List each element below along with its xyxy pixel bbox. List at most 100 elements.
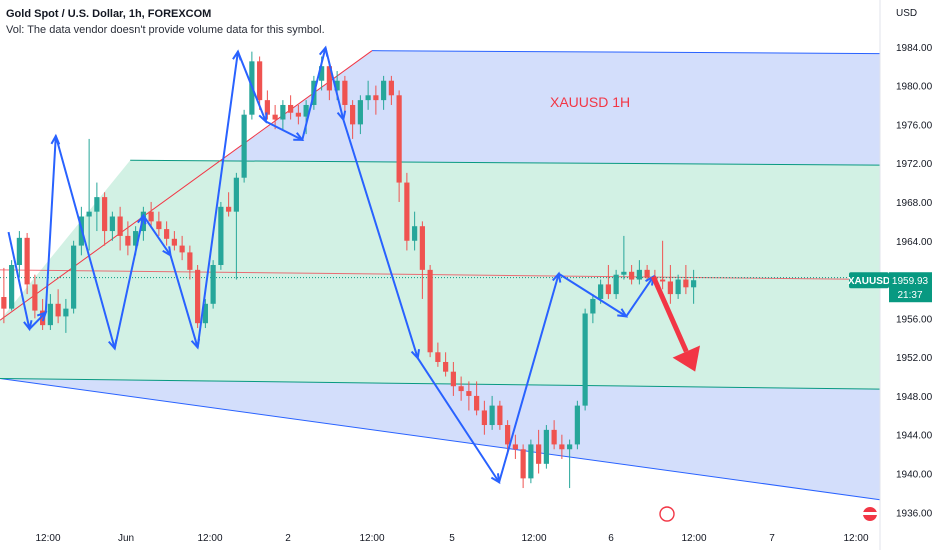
candle-body: [55, 303, 61, 317]
candle-body: [148, 211, 154, 222]
candle-body: [567, 444, 573, 450]
zigzag-arrowhead: [336, 110, 347, 122]
candle-body: [543, 429, 549, 464]
candle-body: [117, 216, 123, 236]
candle-body: [458, 386, 464, 392]
candle-body: [497, 405, 503, 426]
candle-body: [210, 265, 216, 304]
candle-body: [47, 303, 53, 326]
candle-body: [466, 391, 472, 396]
candle-body: [125, 235, 131, 246]
price-tag-countdown: 21:37: [897, 290, 922, 301]
price-tag-value: 1959.93: [892, 276, 929, 287]
candle-body: [179, 245, 185, 253]
price-tag: [889, 272, 932, 303]
us-flag-icon-stripe: [863, 512, 877, 515]
x-tick-label: 12:00: [843, 533, 868, 544]
zigzag-arrowhead: [36, 310, 48, 322]
candle-body: [218, 206, 224, 265]
candle-body: [233, 177, 239, 212]
x-tick-label: Jun: [118, 533, 134, 544]
candle-body: [264, 100, 270, 115]
candle-body: [334, 80, 340, 91]
zigzag-arrowhead: [318, 45, 329, 57]
candle-body: [551, 429, 557, 445]
x-tick-label: 7: [769, 533, 775, 544]
candle-body: [613, 274, 619, 295]
x-tick-label: 12:00: [521, 533, 546, 544]
zigzag-arrowhead: [552, 271, 562, 283]
candle-body: [303, 104, 309, 117]
candle-body: [342, 80, 348, 105]
candle-body: [133, 231, 139, 246]
candle-body: [675, 279, 681, 295]
channel-lower-line: [0, 377, 881, 501]
candle-body: [536, 444, 542, 464]
candle-body: [63, 308, 69, 317]
candle-body: [520, 449, 526, 479]
zigzag-arrowhead: [50, 133, 61, 145]
zigzag-arrowhead: [617, 308, 629, 318]
candle-body: [140, 211, 146, 232]
candle-body: [272, 114, 278, 120]
candle-body: [419, 226, 425, 270]
x-tick-label: 12:00: [681, 533, 706, 544]
candle-body: [590, 298, 596, 314]
candle-body: [450, 371, 456, 387]
y-tick-label: 1980.00: [896, 82, 932, 93]
candle-body: [427, 269, 433, 353]
channel-mid-upper-line: [130, 159, 881, 166]
time-axis-panel: [0, 522, 880, 550]
y-tick-label: 1948.00: [896, 392, 932, 403]
candle-body: [644, 269, 650, 278]
candle-body: [559, 444, 565, 450]
forecast-arrow-shaft: [651, 275, 689, 353]
candle-body: [288, 104, 294, 113]
candle-body: [202, 303, 208, 324]
x-tick-label: 6: [608, 533, 614, 544]
candle-body: [388, 80, 394, 96]
candle-body: [435, 352, 441, 362]
candle-body: [9, 265, 15, 309]
candle-body: [32, 284, 38, 311]
candle-body: [226, 206, 232, 212]
zigzag-arrowhead: [258, 112, 268, 124]
candle-body: [295, 112, 301, 117]
zigzag-arrowhead: [293, 132, 305, 141]
candle-body: [350, 104, 356, 125]
candle-body: [319, 66, 325, 81]
symbol-title: Gold Spot / U.S. Dollar, 1h, FOREXCOM: [6, 8, 212, 20]
x-tick-label: 2: [285, 533, 291, 544]
candle-body: [505, 425, 511, 445]
candle-body: [280, 104, 286, 120]
candle-body: [187, 252, 193, 270]
zigzag-arrowhead: [137, 213, 147, 225]
zigzag-arrowhead: [410, 349, 421, 361]
currency-label: USD: [896, 8, 917, 19]
candle-body: [481, 410, 487, 426]
zigzag-line: [7, 46, 655, 484]
zigzag-arrowhead: [162, 246, 172, 258]
candle-body: [365, 95, 371, 101]
x-tick-label: 5: [449, 533, 455, 544]
candle-body: [396, 95, 402, 183]
horizontal-red-line: [0, 269, 881, 281]
candle-body: [528, 444, 534, 479]
candle-body: [24, 237, 30, 285]
candle-body: [691, 280, 697, 288]
candle-body: [241, 114, 247, 178]
candle-body: [257, 61, 263, 101]
candle-body: [195, 269, 201, 324]
candle-body: [667, 281, 673, 295]
x-tick-label: 12:00: [359, 533, 384, 544]
candle-body: [1, 297, 7, 309]
candle-body: [86, 211, 92, 217]
candle-body: [605, 284, 611, 295]
y-tick-label: 1964.00: [896, 237, 932, 248]
candle-body: [474, 395, 480, 411]
y-tick-label: 1976.00: [896, 120, 932, 131]
y-tick-label: 1936.00: [896, 508, 932, 519]
candle-body: [102, 197, 108, 232]
event-icon: [659, 506, 675, 522]
